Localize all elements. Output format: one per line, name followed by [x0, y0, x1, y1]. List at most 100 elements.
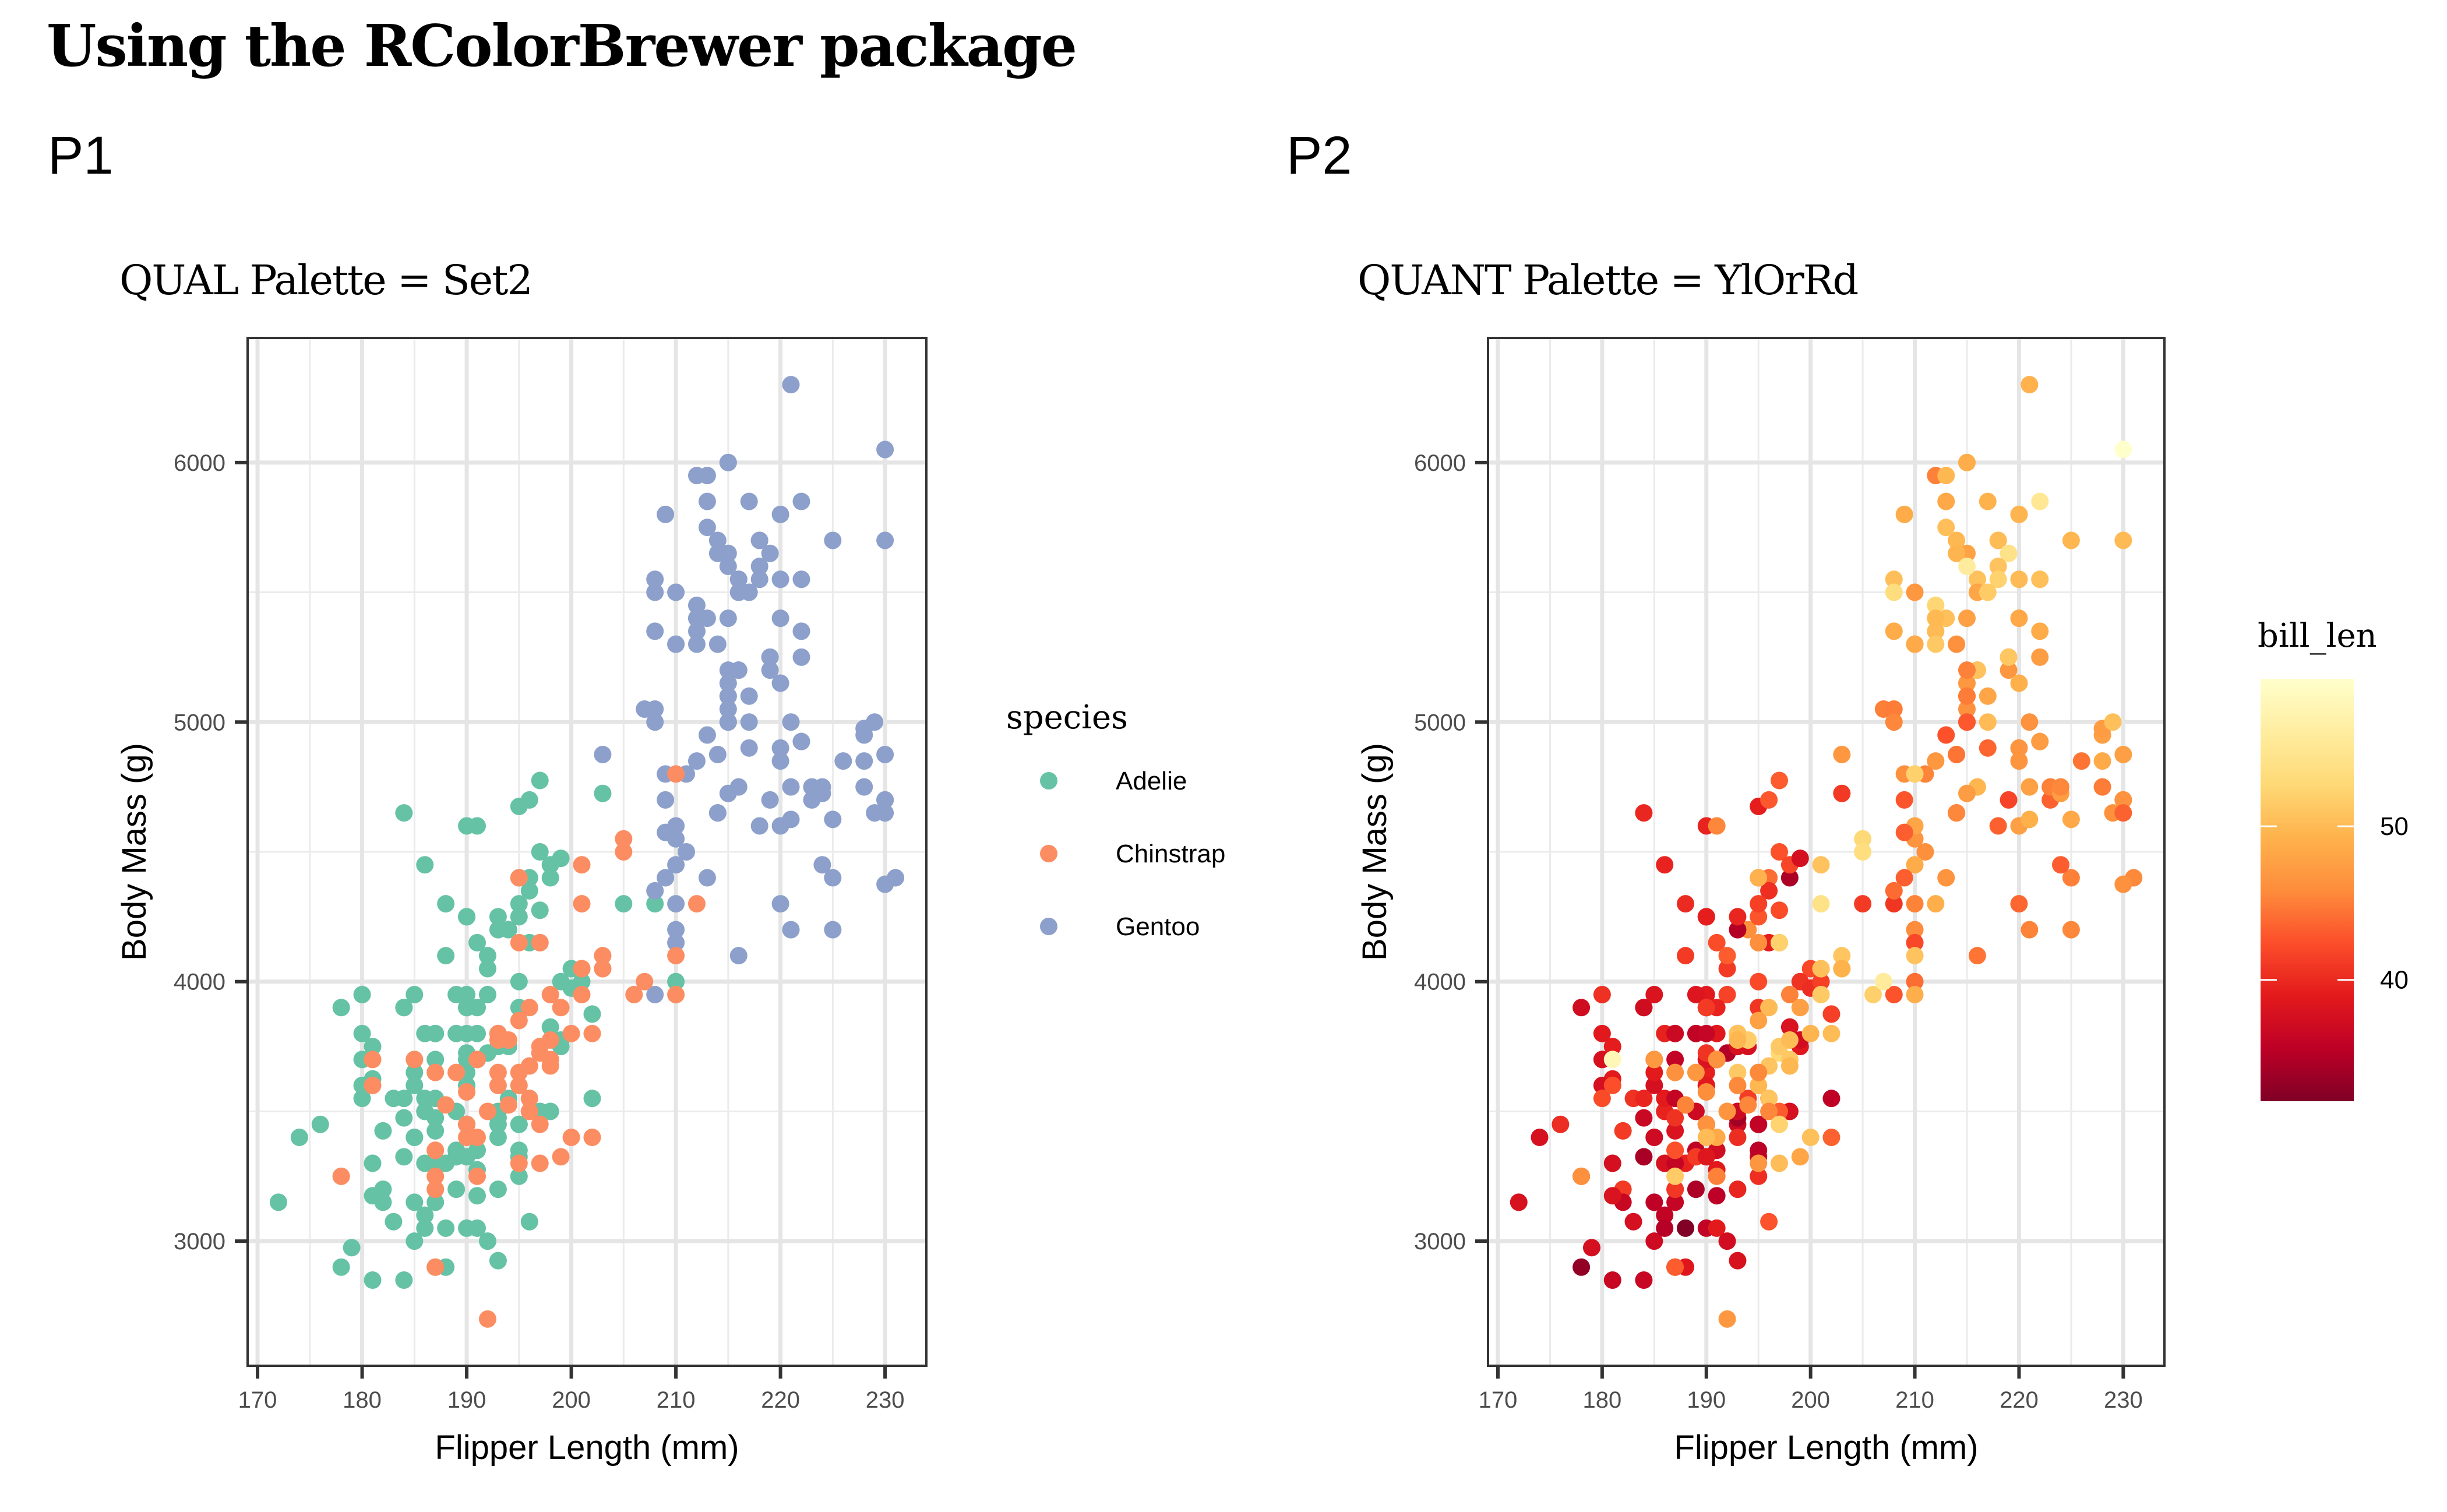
data-point-chinstrap: [1906, 765, 1924, 783]
data-point-gentoo: [2010, 609, 2028, 628]
data-point-chinstrap: [1718, 1102, 1736, 1120]
data-point-adelie: [1729, 908, 1747, 926]
data-point-gentoo: [1916, 843, 1934, 861]
data-point-adelie: [667, 972, 685, 991]
data-point-gentoo: [719, 784, 737, 802]
data-point-gentoo: [646, 713, 664, 731]
data-point-gentoo: [1937, 869, 1955, 887]
data-point-gentoo: [771, 505, 789, 523]
data-point-gentoo: [1989, 817, 2007, 835]
data-point-gentoo: [1927, 609, 1945, 628]
data-point-chinstrap: [615, 843, 633, 861]
data-point-chinstrap: [489, 1063, 507, 1081]
y-tick-label: 6000: [174, 450, 225, 476]
data-point-chinstrap: [1760, 1102, 1778, 1120]
data-point-chinstrap: [1666, 1258, 1684, 1276]
data-point-gentoo: [667, 895, 685, 913]
data-point-gentoo: [708, 531, 727, 549]
y-tick-label: 4000: [1414, 970, 1466, 995]
data-point-adelie: [1708, 1219, 1726, 1237]
data-point-chinstrap: [426, 1141, 445, 1159]
data-point-gentoo: [729, 570, 748, 588]
data-point-adelie: [1750, 908, 1768, 926]
data-point-adelie: [353, 1024, 371, 1042]
data-point-adelie: [520, 1213, 538, 1231]
data-point-adelie: [1676, 895, 1694, 913]
data-point-adelie: [1552, 1115, 1570, 1133]
data-point-adelie: [1645, 1193, 1663, 1211]
x-tick-label: 210: [657, 1387, 696, 1413]
data-point-gentoo: [646, 700, 664, 718]
data-point-adelie: [1708, 933, 1726, 951]
data-point-adelie: [1718, 1232, 1736, 1250]
data-point-adelie: [1603, 1154, 1621, 1172]
data-point-chinstrap: [1739, 1096, 1757, 1114]
data-point-gentoo: [1989, 531, 2007, 549]
data-point-chinstrap: [541, 986, 559, 1003]
data-point-chinstrap: [1687, 1063, 1705, 1081]
data-point-gentoo: [740, 687, 758, 705]
data-point-adelie: [478, 960, 496, 978]
data-point-gentoo: [782, 778, 800, 796]
data-point-adelie: [1780, 869, 1799, 887]
data-point-gentoo: [667, 921, 685, 939]
data-point-gentoo: [657, 869, 675, 887]
data-point-gentoo: [792, 622, 810, 640]
data-point-adelie: [1750, 1167, 1768, 1185]
data-point-gentoo: [687, 622, 706, 640]
data-point-gentoo: [1979, 492, 1997, 510]
x-axis-title: Flipper Length (mm): [1674, 1429, 1978, 1467]
data-point-gentoo: [1833, 745, 1851, 763]
data-point-adelie: [1750, 895, 1768, 913]
data-point-chinstrap: [1697, 1083, 1715, 1101]
data-point-gentoo: [876, 804, 894, 822]
data-point-gentoo: [1906, 583, 1924, 601]
data-point-adelie: [1676, 947, 1694, 965]
data-point-gentoo: [1906, 635, 1924, 653]
data-point-adelie: [1582, 1239, 1600, 1257]
data-point-chinstrap: [1812, 960, 1830, 978]
data-point-chinstrap: [364, 1076, 382, 1094]
y-tick-label: 6000: [1414, 450, 1466, 476]
data-point-gentoo: [876, 531, 894, 549]
data-point-gentoo: [750, 531, 768, 549]
data-point-adelie: [552, 850, 570, 868]
data-point-chinstrap: [510, 933, 528, 951]
x-tick-label: 190: [447, 1387, 486, 1413]
data-point-gentoo: [1937, 726, 1955, 744]
data-point-gentoo: [646, 583, 664, 601]
data-point-chinstrap: [426, 1063, 445, 1081]
data-point-gentoo: [708, 804, 727, 822]
data-point-chinstrap: [1801, 1024, 1820, 1042]
data-point-gentoo: [1885, 570, 1903, 588]
data-point-gentoo: [708, 544, 727, 562]
data-point-gentoo: [2104, 713, 2122, 731]
data-point-gentoo: [771, 895, 789, 913]
data-point-gentoo: [1948, 745, 1966, 763]
data-point-gentoo: [2021, 810, 2039, 829]
legend-label-gentoo: Gentoo: [1116, 912, 1200, 941]
data-point-adelie: [426, 1193, 445, 1211]
data-point-gentoo: [1958, 700, 1976, 718]
data-point-adelie: [364, 1271, 382, 1289]
data-point-gentoo: [719, 700, 737, 718]
data-point-adelie: [1656, 1206, 1674, 1224]
data-point-gentoo: [1885, 583, 1903, 601]
data-point-gentoo: [2062, 810, 2080, 829]
data-point-chinstrap: [1854, 843, 1872, 861]
x-axis-title: Flipper Length (mm): [435, 1429, 739, 1467]
data-point-adelie: [426, 1154, 445, 1172]
data-point-gentoo: [2021, 778, 2039, 796]
y-axis-title: Body Mass (g): [115, 743, 153, 961]
data-point-chinstrap: [1833, 947, 1851, 965]
data-point-gentoo: [687, 596, 706, 614]
data-point-chinstrap: [1780, 1031, 1799, 1049]
data-point-gentoo: [646, 570, 664, 588]
data-point-adelie: [1666, 1122, 1684, 1140]
data-point-chinstrap: [1760, 999, 1778, 1017]
data-point-gentoo: [1958, 558, 1976, 575]
data-point-gentoo: [2072, 752, 2090, 770]
data-point-adelie: [510, 1141, 528, 1159]
data-point-adelie: [531, 901, 549, 919]
data-point-adelie: [343, 1239, 361, 1257]
